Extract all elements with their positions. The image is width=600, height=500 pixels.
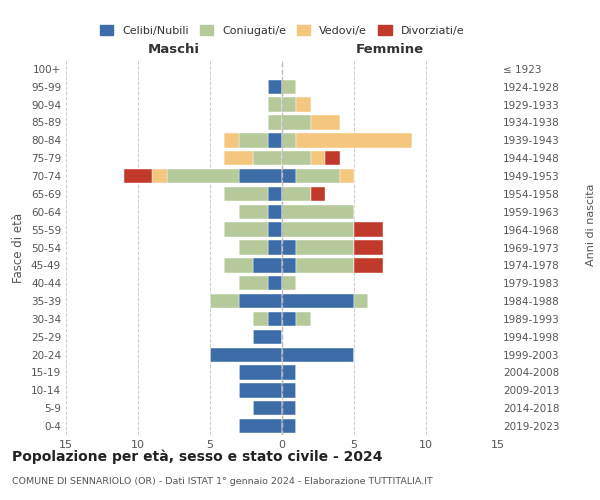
- Bar: [253, 330, 282, 344]
- Bar: [354, 240, 383, 254]
- Bar: [282, 383, 296, 398]
- Bar: [224, 151, 253, 166]
- Text: Maschi: Maschi: [148, 44, 200, 57]
- Bar: [311, 187, 325, 201]
- Text: COMUNE DI SENNARIOLO (OR) - Dati ISTAT 1° gennaio 2024 - Elaborazione TUTTITALIA: COMUNE DI SENNARIOLO (OR) - Dati ISTAT 1…: [12, 478, 433, 486]
- Bar: [340, 169, 354, 183]
- Bar: [239, 383, 282, 398]
- Bar: [311, 151, 325, 166]
- Bar: [282, 312, 296, 326]
- Bar: [311, 116, 340, 130]
- Bar: [296, 169, 340, 183]
- Bar: [167, 169, 239, 183]
- Legend: Celibi/Nubili, Coniugati/e, Vedovi/e, Divorziati/e: Celibi/Nubili, Coniugati/e, Vedovi/e, Di…: [95, 20, 469, 40]
- Bar: [282, 240, 296, 254]
- Bar: [224, 187, 268, 201]
- Bar: [282, 98, 296, 112]
- Bar: [282, 204, 354, 219]
- Bar: [282, 294, 354, 308]
- Bar: [268, 98, 282, 112]
- Bar: [282, 276, 296, 290]
- Bar: [282, 258, 296, 272]
- Bar: [268, 240, 282, 254]
- Text: Femmine: Femmine: [356, 44, 424, 57]
- Bar: [282, 116, 311, 130]
- Bar: [239, 133, 268, 148]
- Bar: [224, 222, 268, 237]
- Bar: [282, 401, 296, 415]
- Bar: [354, 294, 368, 308]
- Bar: [239, 276, 268, 290]
- Bar: [282, 169, 296, 183]
- Bar: [124, 169, 152, 183]
- Bar: [210, 294, 239, 308]
- Bar: [224, 133, 239, 148]
- Bar: [253, 258, 282, 272]
- Bar: [239, 204, 268, 219]
- Bar: [239, 366, 282, 380]
- Text: Anni di nascita: Anni di nascita: [586, 184, 596, 266]
- Bar: [268, 276, 282, 290]
- Bar: [282, 151, 311, 166]
- Bar: [282, 133, 296, 148]
- Bar: [282, 222, 354, 237]
- Bar: [282, 348, 354, 362]
- Y-axis label: Fasce di età: Fasce di età: [13, 212, 25, 282]
- Bar: [239, 419, 282, 433]
- Bar: [296, 312, 311, 326]
- Bar: [354, 222, 383, 237]
- Bar: [268, 80, 282, 94]
- Bar: [296, 258, 354, 272]
- Bar: [224, 258, 253, 272]
- Bar: [354, 258, 383, 272]
- Bar: [253, 151, 282, 166]
- Bar: [253, 312, 268, 326]
- Bar: [268, 187, 282, 201]
- Bar: [268, 116, 282, 130]
- Bar: [282, 80, 296, 94]
- Bar: [282, 366, 296, 380]
- Bar: [253, 401, 282, 415]
- Bar: [282, 187, 311, 201]
- Bar: [325, 151, 340, 166]
- Bar: [239, 294, 282, 308]
- Bar: [268, 312, 282, 326]
- Bar: [296, 240, 354, 254]
- Bar: [268, 204, 282, 219]
- Text: Popolazione per età, sesso e stato civile - 2024: Popolazione per età, sesso e stato civil…: [12, 450, 383, 464]
- Bar: [282, 419, 296, 433]
- Bar: [210, 348, 282, 362]
- Bar: [296, 98, 311, 112]
- Bar: [268, 222, 282, 237]
- Bar: [239, 240, 268, 254]
- Bar: [239, 169, 282, 183]
- Bar: [152, 169, 167, 183]
- Bar: [268, 133, 282, 148]
- Bar: [296, 133, 412, 148]
